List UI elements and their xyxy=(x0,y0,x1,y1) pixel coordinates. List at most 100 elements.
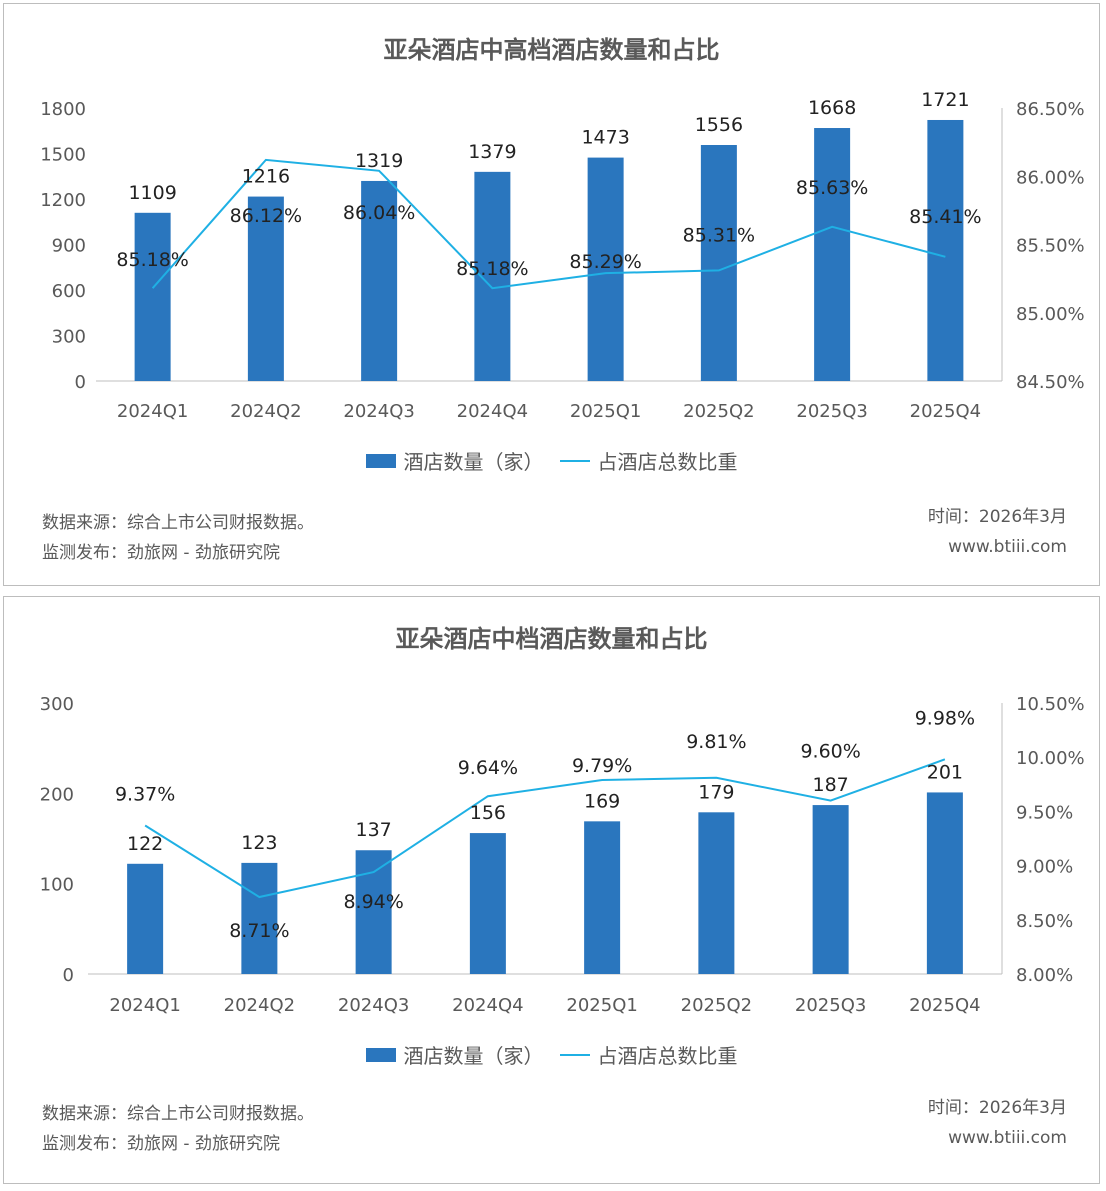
right-tick-label: 84.50% xyxy=(1016,372,1085,393)
left-tick-label: 200 xyxy=(40,784,74,805)
legend-label-line: 占酒店总数比重 xyxy=(597,450,738,474)
bar-value-label: 1668 xyxy=(808,97,856,119)
bar xyxy=(247,196,284,381)
bar xyxy=(927,119,964,382)
footer-right: 时间：2026年3月 www.btiii.com xyxy=(928,1093,1067,1153)
chart-legend: 酒店数量（家） 占酒店总数比重 xyxy=(4,1040,1099,1069)
bar xyxy=(127,863,164,974)
line-value-label: 86.04% xyxy=(343,202,415,224)
legend-item-line: 占酒店总数比重 xyxy=(559,1040,738,1069)
bar xyxy=(584,821,621,974)
right-tick-label: 9.50% xyxy=(1016,802,1073,823)
category-label: 2025Q2 xyxy=(681,995,752,1016)
line-value-label: 85.63% xyxy=(796,177,868,199)
left-tick-label: 1500 xyxy=(40,145,86,166)
legend-label-line: 占酒店总数比重 xyxy=(597,1044,738,1068)
bar-value-label: 137 xyxy=(355,819,391,841)
line-value-label: 9.98% xyxy=(915,707,975,729)
footer-time: 时间：2026年3月 xyxy=(927,507,1067,527)
footer-website: www.btiii.com xyxy=(948,537,1067,557)
left-tick-label: 600 xyxy=(52,281,86,302)
legend-label-bar: 酒店数量（家） xyxy=(403,1044,544,1068)
bar-value-label: 1473 xyxy=(581,127,629,149)
legend-item-bar: 酒店数量（家） xyxy=(365,446,544,475)
bar xyxy=(361,180,398,381)
bar-value-label: 1379 xyxy=(468,141,516,163)
series-line xyxy=(151,158,946,290)
left-tick-label: 100 xyxy=(40,875,74,896)
footer-time: 时间：2026年3月 xyxy=(927,1098,1067,1118)
bar-value-label: 1109 xyxy=(128,182,176,204)
line-value-label: 86.12% xyxy=(230,205,302,227)
category-label: 2024Q4 xyxy=(452,995,523,1016)
line-value-label: 85.31% xyxy=(683,224,755,246)
left-tick-label: 1800 xyxy=(40,99,86,120)
line-value-label: 8.94% xyxy=(343,891,403,913)
category-label: 2025Q4 xyxy=(909,995,980,1016)
bar-value-label: 1216 xyxy=(242,166,290,188)
bar xyxy=(700,145,737,381)
bar-value-label: 122 xyxy=(127,833,163,855)
legend-swatch-bar xyxy=(365,453,396,468)
right-tick-label: 85.00% xyxy=(1016,304,1085,325)
legend-label-bar: 酒店数量（家） xyxy=(403,450,544,474)
category-label: 2025Q1 xyxy=(570,401,641,422)
category-label: 2024Q3 xyxy=(338,995,409,1016)
category-label: 2024Q2 xyxy=(224,995,295,1016)
bar-value-label: 201 xyxy=(927,761,963,783)
right-tick-label: 86.00% xyxy=(1016,167,1085,188)
line-value-label: 85.18% xyxy=(116,249,188,271)
line-value-label: 85.18% xyxy=(456,258,528,280)
legend-swatch-line xyxy=(559,1053,590,1056)
right-tick-label: 85.50% xyxy=(1016,236,1085,257)
category-label: 2025Q3 xyxy=(795,995,866,1016)
bar xyxy=(134,212,171,381)
bar-value-label: 1556 xyxy=(695,114,743,136)
left-tick-label: 0 xyxy=(63,965,74,986)
left-tick-label: 300 xyxy=(40,694,74,715)
category-label: 2024Q3 xyxy=(343,401,414,422)
bar-value-label: 123 xyxy=(241,832,277,854)
category-label: 2024Q1 xyxy=(109,995,180,1016)
bar xyxy=(926,792,963,974)
legend-item-bar: 酒店数量（家） xyxy=(365,1040,544,1069)
footer-website: www.btiii.com xyxy=(948,1128,1067,1148)
bar-value-label: 187 xyxy=(812,774,848,796)
line-value-label: 9.37% xyxy=(115,783,175,805)
right-tick-label: 10.50% xyxy=(1016,694,1085,715)
bar xyxy=(355,850,392,974)
chart-panel-midscale: 亚朵酒店中档酒店数量和占比 0 100 200 300 8.00% 8.50% 9.00% 9… xyxy=(3,596,1100,1184)
line-value-label: 9.64% xyxy=(458,757,518,779)
line-value-label: 85.41% xyxy=(909,206,981,228)
legend-item-line: 占酒店总数比重 xyxy=(559,446,738,475)
line-value-label: 9.60% xyxy=(800,741,860,763)
bar-value-label: 156 xyxy=(470,802,506,824)
right-tick-label: 9.00% xyxy=(1016,857,1073,878)
bar xyxy=(698,812,735,974)
bar xyxy=(587,157,624,381)
line-value-label: 8.71% xyxy=(229,920,289,942)
line-value-label: 9.79% xyxy=(572,755,632,777)
chart-legend: 酒店数量（家） 占酒店总数比重 xyxy=(4,446,1099,475)
right-tick-label: 86.50% xyxy=(1016,99,1085,120)
category-label: 2024Q4 xyxy=(457,401,528,422)
left-tick-label: 900 xyxy=(52,236,86,257)
legend-swatch-line xyxy=(559,459,590,462)
chart-plot-upscale: 0 300 600 900 1200 1500 1800 84.50% 85.00% 85.50%… xyxy=(40,89,1085,422)
line-value-label: 85.29% xyxy=(569,251,641,273)
category-label: 2024Q2 xyxy=(230,401,301,422)
series-line xyxy=(144,758,946,899)
bar-value-label: 169 xyxy=(584,790,620,812)
bar xyxy=(812,805,849,974)
chart-panel-upscale: 亚朵酒店中高档酒店数量和占比 0 300 600 900 1200 1500 1800 84.… xyxy=(3,3,1100,586)
left-tick-label: 0 xyxy=(75,372,86,393)
left-tick-label: 300 xyxy=(52,327,86,348)
right-tick-label: 8.50% xyxy=(1016,911,1073,932)
line-value-label: 9.81% xyxy=(686,731,746,753)
legend-swatch-bar xyxy=(365,1047,396,1062)
category-label: 2024Q1 xyxy=(117,401,188,422)
footer-source: 数据来源：综合上市公司财报数据。 xyxy=(42,513,314,533)
bar xyxy=(469,833,506,974)
right-tick-label: 8.00% xyxy=(1016,965,1073,986)
footer-source: 数据来源：综合上市公司财报数据。 xyxy=(42,1104,314,1124)
